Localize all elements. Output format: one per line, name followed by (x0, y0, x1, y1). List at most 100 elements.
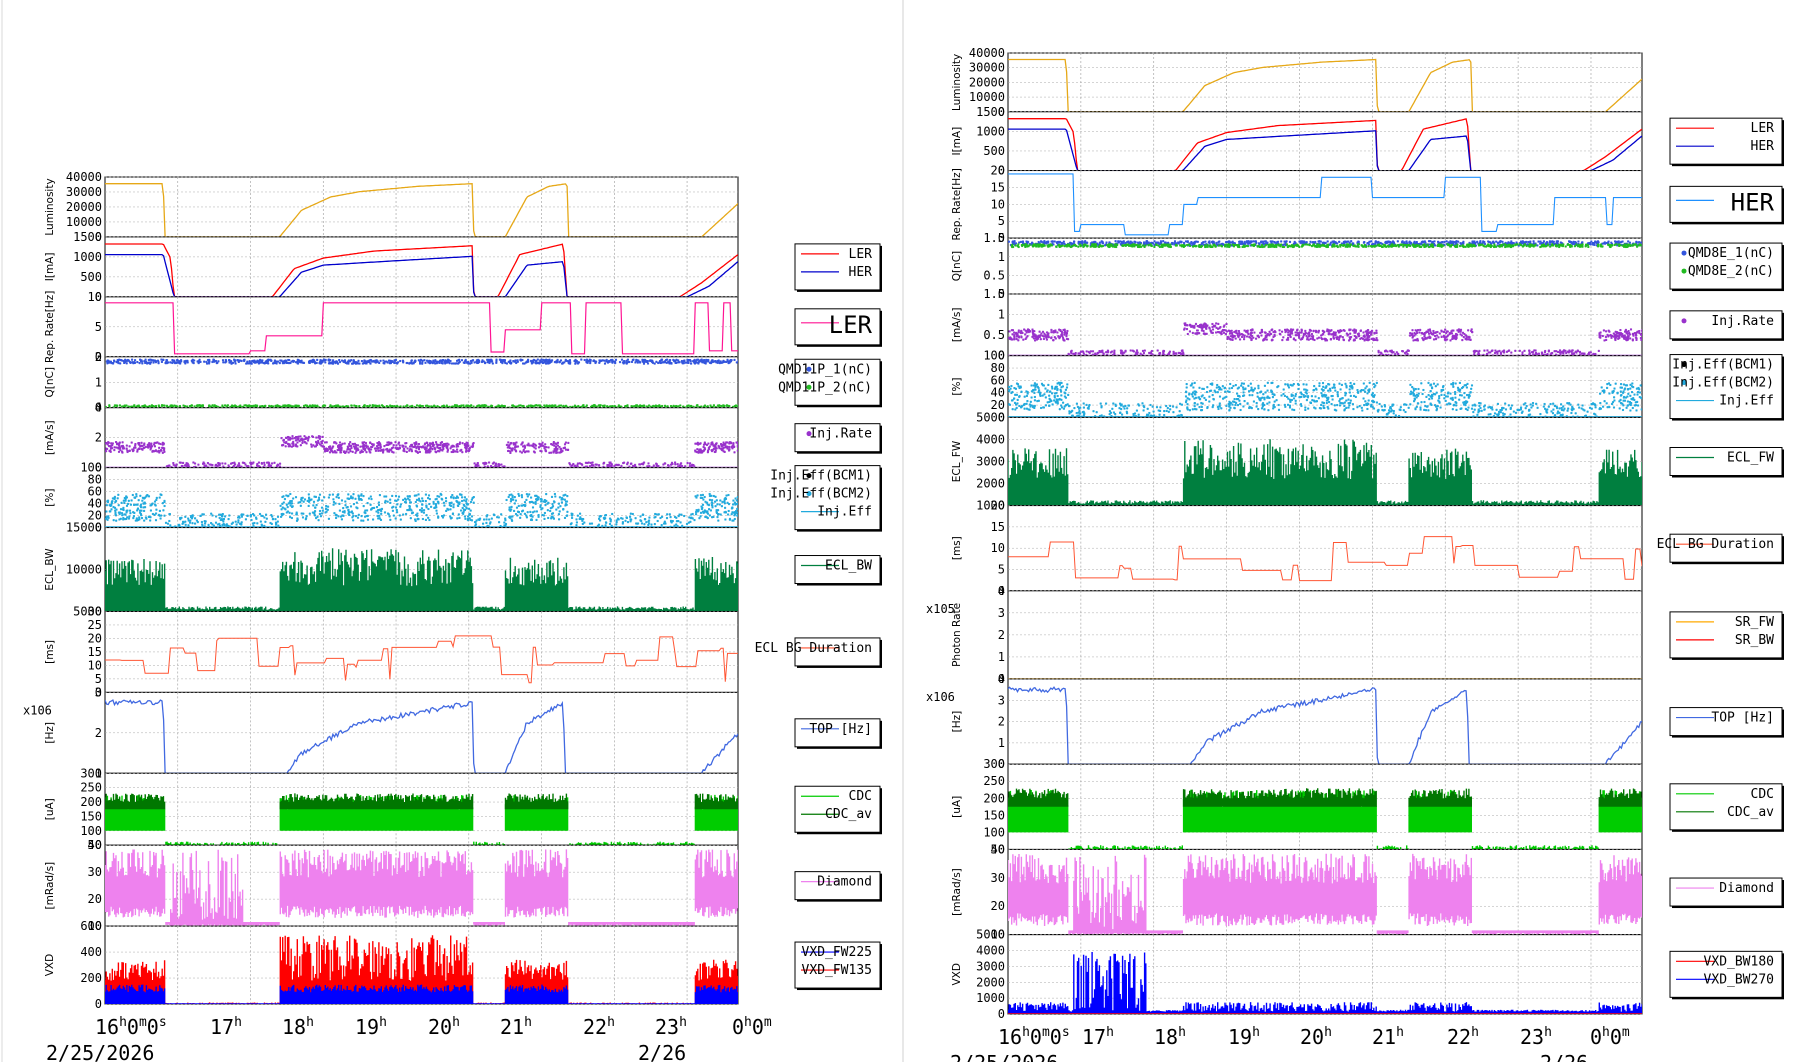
y-tick-label: 500 (80, 270, 102, 284)
series-points (1008, 381, 1642, 418)
y-axis-label: Photon Rate (951, 603, 963, 667)
y-tick-label: 4 (998, 584, 1005, 598)
y-tick-label: 3000 (976, 959, 1005, 973)
y-tick-label: 100 (983, 349, 1005, 363)
series-band (1008, 788, 1642, 807)
y-tick-label: 30 (88, 604, 102, 618)
y-tick-label: 2000 (976, 477, 1005, 491)
trace-group (1008, 240, 1642, 249)
axis-exponent: x106 (23, 703, 52, 717)
row-ecl: 1000 2000 3000 4000 5000 ECL_FW ECL_FW (951, 410, 1784, 513)
series-band (105, 984, 738, 1004)
y-tick-label: 2000 (976, 975, 1005, 989)
y-tick-label: 80 (991, 361, 1005, 375)
trace-group (1008, 952, 1642, 1014)
y-tick-label: 15 (991, 520, 1005, 534)
legend-label: HER (1751, 139, 1775, 154)
y-tick-label: 0 (95, 997, 102, 1011)
y-tick-label: 60 (991, 373, 1005, 387)
legend-cdc: CDC CDC_av (794, 785, 882, 835)
legend-label: ECL BG Duration (755, 641, 872, 656)
y-tick-label: 0 (998, 1007, 1005, 1021)
y-tick-label: 100 (80, 461, 102, 475)
y-tick-label: 5 (95, 320, 102, 334)
trace-group (1008, 381, 1642, 418)
legend-label: TOP [Hz] (809, 722, 872, 737)
y-tick-label: 2 (998, 715, 1005, 729)
series-band (1008, 952, 1642, 1014)
trace-group (1008, 173, 1642, 236)
legend-ecldur: ECL BG Duration (1657, 533, 1784, 565)
legend-box (794, 637, 881, 667)
legend-box (794, 941, 881, 989)
y-tick-label: 40 (991, 842, 1005, 856)
y-tick-label: 200 (983, 791, 1005, 805)
y-tick-label: 40 (88, 838, 102, 852)
legend-box (794, 718, 881, 748)
x-tick-label: 22h (583, 1015, 615, 1039)
y-tick-label: 1 (95, 375, 102, 389)
y-axis-label: [mA/s] (44, 420, 56, 455)
legend-vxd: VXD_FW225 VXD_FW135 (794, 941, 882, 991)
series-line (105, 699, 738, 774)
trace-group (105, 849, 738, 927)
trace-group (105, 302, 738, 355)
y-tick-label: 1 (998, 736, 1005, 750)
series-band (105, 794, 738, 846)
trace-group (1008, 853, 1642, 935)
series-line (105, 302, 738, 355)
legend-label: QMD8E_2(nC) (1688, 264, 1774, 279)
y-tick-label: 10 (991, 928, 1005, 942)
row-rep: 0 5 10 15 20 Rep. Rate[Hz] HER (951, 164, 1784, 245)
series-band (105, 793, 738, 810)
y-axis-label: I[mA] (44, 253, 56, 282)
series-points (105, 492, 738, 528)
y-tick-label: 100 (80, 824, 102, 838)
y-tick-label: 0 (95, 290, 102, 304)
y-axis-label: VXD (951, 963, 963, 985)
series-line (1008, 128, 1642, 171)
legend-label: HER (849, 265, 873, 280)
row-rep: 0 5 10 Rep. Rate[Hz] LER (44, 290, 882, 364)
trace-group (105, 243, 738, 297)
legend-label: LER (1751, 121, 1775, 136)
legend-cdc: CDC CDC_av (1669, 783, 1784, 832)
trace-group (1008, 536, 1642, 582)
y-tick-label: 1 (998, 308, 1005, 322)
y-tick-label: 0 (998, 287, 1005, 301)
y-tick-label: 0 (95, 230, 102, 244)
y-axis-label: [Hz] (951, 711, 963, 733)
row-ecl: 5000 10000 15000 ECL_BW ECL_BW (44, 521, 882, 618)
legend-label: TOP [Hz] (1711, 711, 1774, 726)
y-axis-label: [Hz] (44, 722, 56, 744)
legend-label: Inj.Rate (809, 427, 872, 442)
legend-sr: SR_FW SR_BW (1669, 611, 1784, 660)
legend-box (1669, 707, 1783, 737)
x-tick-label: 16h0m0s (95, 1015, 167, 1039)
x-tick-label: 23h (1520, 1025, 1552, 1049)
legend-label: Inj.Eff(BCM1) (1672, 358, 1774, 373)
legend-box (1669, 783, 1783, 831)
x-tick-label: 22h (1447, 1025, 1479, 1049)
y-tick-label: 250 (983, 774, 1005, 788)
legend-injrate: Inj.Rate (1669, 310, 1784, 341)
date-label-start: 2/25/2026 (950, 1051, 1058, 1062)
y-tick-label: 60 (88, 485, 102, 499)
legend-box (794, 308, 881, 346)
row-dia: 10 20 30 40 [mRad/s] Diamond (44, 838, 882, 933)
row-q: 0 1 2 Q[nC] QMD11P_1(nC) QMD11P_2(nC) (44, 350, 882, 415)
trace-group (105, 699, 738, 774)
legend-injrate: Inj.Rate (794, 423, 882, 454)
y-tick-label: 2 (95, 726, 102, 740)
y-tick-label: 1.5 (983, 231, 1005, 245)
series-line (1008, 118, 1642, 171)
legend-label: QMD11P_2(nC) (778, 380, 872, 395)
y-tick-label: 20 (991, 398, 1005, 412)
legend-marker (806, 384, 812, 390)
x-tick-label: 23h (655, 1015, 687, 1039)
y-tick-label: 5000 (73, 604, 102, 618)
legend-box (1669, 242, 1783, 290)
x-tick-label: 0h0m (1590, 1025, 1630, 1049)
y-tick-label: 5 (998, 214, 1005, 228)
